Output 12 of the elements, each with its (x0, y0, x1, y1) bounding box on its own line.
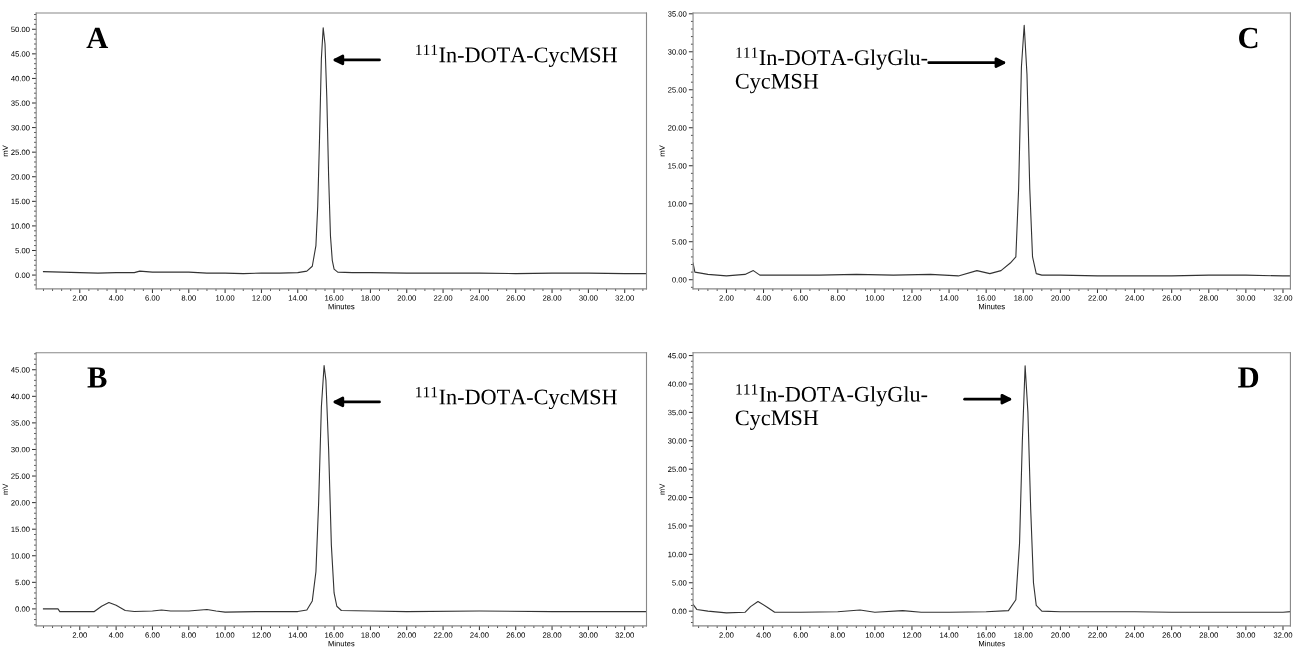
annotation: C (1239, 27, 1258, 49)
annotation: $^{111}$In-DOTA-GlyGlu- CycMSH (735, 47, 928, 94)
line-series (42, 27, 647, 275)
annotation: $^{111}$In-DOTA-CycMSH (416, 386, 617, 410)
line-series (693, 24, 1291, 277)
annotation: $^{111}$In-DOTA-CycMSH (416, 44, 617, 67)
annotation: A (86, 27, 109, 48)
annotation: $^{111}$In-DOTA-GlyGlu- CycMSH (735, 384, 928, 430)
annotation: B (87, 367, 107, 388)
line-series (693, 365, 1291, 614)
annotation: D (1238, 367, 1259, 388)
line-series (42, 364, 647, 613)
